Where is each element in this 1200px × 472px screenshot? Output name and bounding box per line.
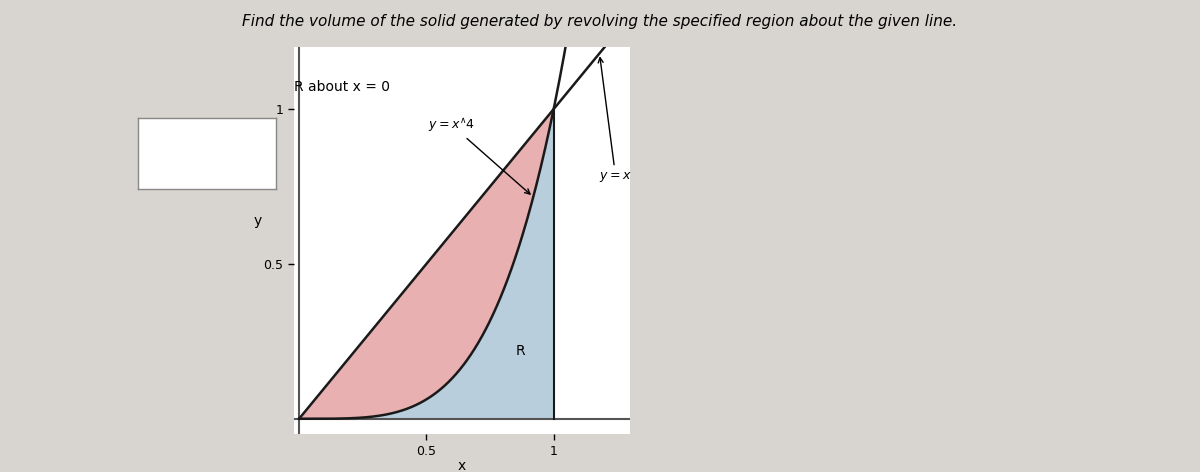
Text: $y = x^{\wedge}4$: $y = x^{\wedge}4$ — [428, 117, 530, 194]
Text: $y = x$: $y = x$ — [598, 58, 632, 184]
Text: y: y — [253, 214, 262, 228]
Text: R about x = 0: R about x = 0 — [294, 80, 390, 94]
Text: R: R — [516, 344, 526, 358]
X-axis label: x: x — [458, 459, 466, 472]
Text: Find the volume of the solid generated by revolving the specified region about t: Find the volume of the solid generated b… — [242, 14, 958, 29]
